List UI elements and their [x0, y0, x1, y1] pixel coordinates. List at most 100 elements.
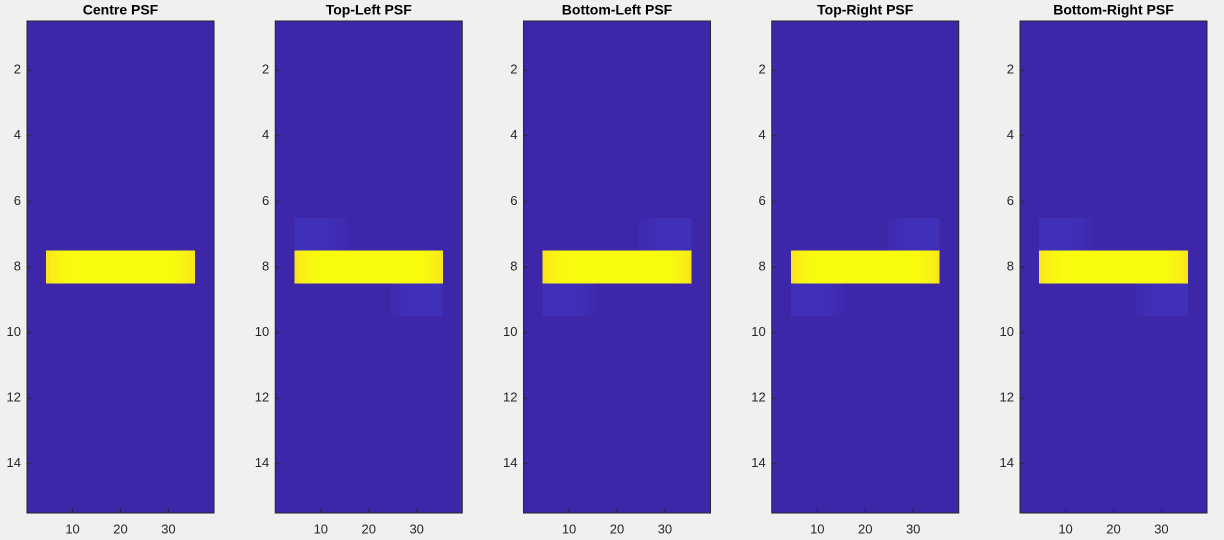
heat-cell — [858, 152, 864, 186]
heat-cell — [1077, 381, 1083, 415]
heat-cell — [284, 119, 291, 153]
heat-cell — [318, 53, 324, 87]
heat-cell — [1130, 119, 1136, 153]
heat-cell — [800, 349, 806, 383]
heat-cell — [843, 86, 849, 120]
heat-cell — [1125, 250, 1131, 284]
heat-cell — [939, 217, 945, 251]
heat-cell — [528, 217, 534, 251]
heat-cell — [327, 185, 334, 219]
heat-cell — [949, 349, 955, 383]
x-tick-label: 30 — [658, 521, 672, 536]
heat-cell — [1058, 21, 1064, 55]
heat-cell — [1168, 217, 1174, 251]
heat-cell — [872, 152, 878, 186]
heat-cell — [209, 21, 215, 55]
heat-cell — [1082, 53, 1088, 87]
heat-cell — [676, 447, 683, 481]
heat-cell — [939, 185, 945, 219]
heat-cell — [304, 349, 310, 383]
heat-cell — [848, 447, 854, 481]
heat-cell — [1043, 86, 1050, 120]
heat-cell — [1192, 53, 1198, 87]
heat-cell — [423, 119, 430, 153]
heat-cell — [790, 480, 797, 514]
heat-cell — [443, 381, 449, 415]
heat-cell — [1168, 152, 1174, 186]
heat-cell — [805, 480, 811, 514]
heat-cell — [638, 53, 644, 87]
heat-cell — [619, 414, 625, 448]
heat-cell — [600, 316, 606, 350]
heat-cell — [27, 480, 33, 514]
heat-cell — [925, 152, 931, 186]
heat-cell — [457, 480, 463, 514]
heat-cell — [571, 21, 577, 55]
heat-cell — [590, 21, 596, 55]
heat-cell — [605, 381, 611, 415]
heat-cell — [84, 283, 90, 317]
heat-cell — [1029, 119, 1035, 153]
heat-cell — [1106, 447, 1112, 481]
heat-cell — [872, 349, 878, 383]
heat-cell — [361, 152, 367, 186]
heat-cell — [609, 86, 616, 120]
heat-cell — [1106, 152, 1112, 186]
heat-cell — [132, 21, 138, 55]
heat-cell — [103, 21, 109, 55]
heat-cell — [447, 86, 454, 120]
heat-cell — [390, 217, 396, 251]
heat-cell — [795, 185, 801, 219]
heat-cell — [108, 217, 114, 251]
heat-cell — [581, 185, 587, 219]
heat-cell — [1173, 185, 1179, 219]
heat-cell — [1130, 381, 1136, 415]
heat-cell — [624, 316, 630, 350]
heat-cell — [294, 414, 300, 448]
heat-cell — [848, 217, 854, 251]
heat-cell — [805, 217, 811, 251]
heat-cell — [443, 86, 449, 120]
heat-cell — [1072, 381, 1078, 415]
heat-cell — [113, 53, 119, 87]
heat-cell — [371, 217, 377, 251]
chart-title: Top-Left PSF — [326, 2, 413, 18]
heat-cell — [1058, 283, 1064, 317]
heat-cell — [805, 152, 811, 186]
heat-cell — [151, 283, 157, 317]
heat-cell — [934, 414, 940, 448]
heat-cell — [705, 185, 711, 219]
heat-cell — [89, 381, 95, 415]
heat-cell — [676, 119, 683, 153]
heat-cell — [786, 447, 792, 481]
heat-cell — [1183, 414, 1189, 448]
heat-cell — [523, 86, 529, 120]
heat-cell — [79, 316, 85, 350]
heat-cell — [1168, 414, 1174, 448]
heat-cell — [566, 21, 572, 55]
heat-cell — [375, 21, 382, 55]
heat-cell — [414, 283, 420, 317]
heat-cell — [824, 217, 830, 251]
heat-cell — [385, 447, 391, 481]
heat-cell — [829, 381, 835, 415]
heat-cell — [576, 217, 582, 251]
heat-cell — [419, 152, 425, 186]
heat-cell — [55, 185, 61, 219]
heat-cell — [337, 381, 343, 415]
heat-cell — [585, 316, 592, 350]
heat-cell — [1063, 86, 1069, 120]
heat-cell — [27, 21, 33, 55]
heat-cell — [834, 21, 840, 55]
heat-cell — [877, 152, 883, 186]
heat-cell — [55, 480, 61, 514]
heat-cell — [581, 119, 587, 153]
heat-cell — [581, 349, 587, 383]
heat-cell — [858, 283, 864, 317]
heat-cell — [423, 447, 430, 481]
heat-cell — [819, 349, 825, 383]
y-tick-label: 14 — [1000, 455, 1014, 470]
heat-cell — [1087, 86, 1093, 120]
heat-cell — [906, 480, 912, 514]
heat-cell — [576, 21, 582, 55]
